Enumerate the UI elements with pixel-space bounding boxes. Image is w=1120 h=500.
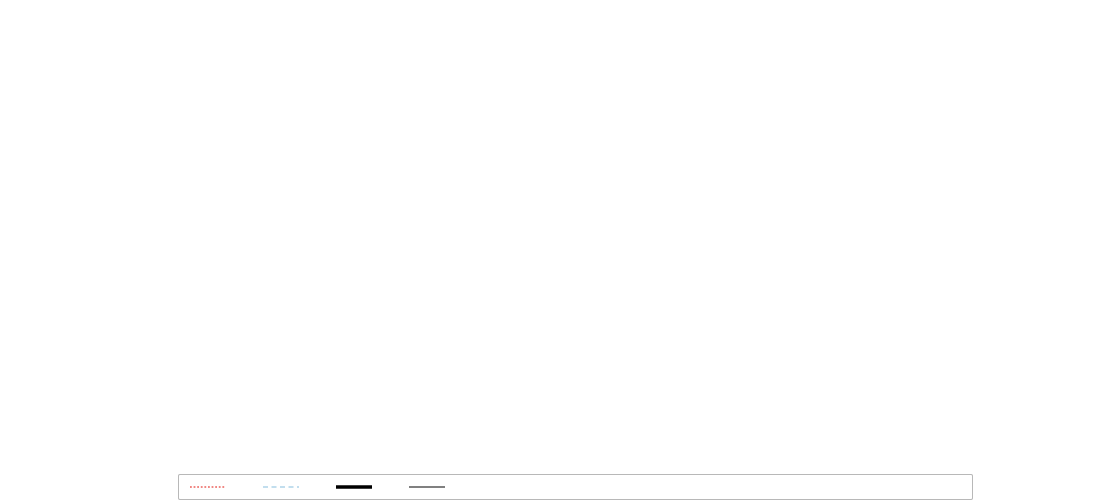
legend-item-t-media-2025 [408, 481, 455, 493]
legend-swatch-dotted-icon [189, 481, 227, 493]
legend-item-percentil-5 [262, 481, 309, 493]
legend-swatch-thick-icon [335, 481, 373, 493]
legend-item-temperatura-mediana [335, 481, 382, 493]
legend-swatch-thin-icon [408, 481, 446, 493]
chart-legend [178, 474, 973, 500]
legend-item-percentil-95 [189, 481, 236, 493]
legend-swatch-dashed-icon [262, 481, 300, 493]
